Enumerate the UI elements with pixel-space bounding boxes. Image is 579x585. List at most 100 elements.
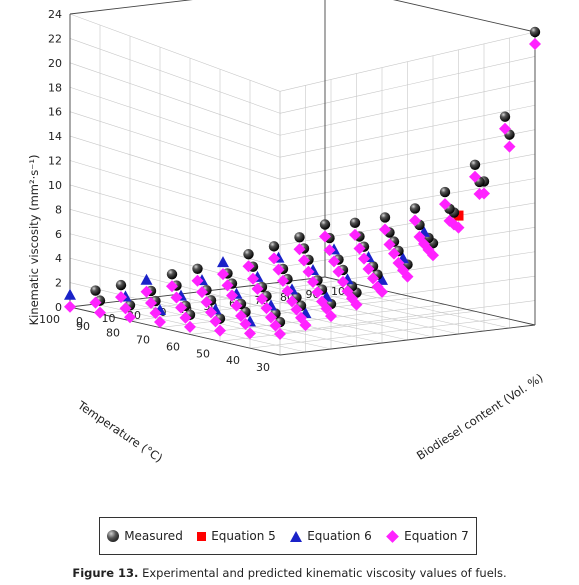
equation-7-marker <box>503 140 516 153</box>
equation-7-marker <box>323 244 336 257</box>
equation-7-marker <box>307 275 319 288</box>
equation-7-marker <box>353 242 366 255</box>
legend-item-measured: Measured <box>107 529 183 543</box>
back-wall-gridline <box>279 153 536 202</box>
back-wall-gridline <box>279 56 536 114</box>
equation-7-marker <box>298 254 310 267</box>
equation-7-marker <box>89 296 102 309</box>
equation-7-marker <box>175 301 187 314</box>
x-tick-label: 60 <box>166 340 180 353</box>
legend-item-equation-6: Equation 6 <box>290 529 372 543</box>
equation-7-marker <box>379 223 391 236</box>
equation-7-marker <box>170 291 183 304</box>
equation-7-marker <box>413 230 426 243</box>
figure-caption-text: Experimental and predicted kinematic vis… <box>142 566 507 580</box>
back-wall-gridline <box>279 31 536 92</box>
z-tick-label: 0 <box>55 301 62 314</box>
measured-marker <box>439 186 451 198</box>
equation-7-marker <box>251 282 264 295</box>
equation-5-marker <box>453 210 464 221</box>
measured-marker <box>192 263 203 275</box>
equation-7-marker <box>443 214 456 227</box>
back-wall-gridline <box>279 80 536 136</box>
triangle-marker-icon <box>290 530 303 542</box>
legend-label-measured: Measured <box>124 529 183 543</box>
equation-7-marker <box>209 315 222 328</box>
equation-7-marker <box>269 319 282 332</box>
equation-7-marker <box>124 311 136 324</box>
side-wall-gridline <box>69 135 281 202</box>
equation-7-marker <box>469 170 481 183</box>
equation-7-marker <box>358 252 370 265</box>
measured-marker <box>294 232 305 243</box>
equation-7-marker <box>367 272 379 285</box>
equation-7-marker <box>260 302 273 315</box>
side-wall-gridline <box>69 62 281 136</box>
equation-7-marker <box>332 265 345 278</box>
back-wall-gridline <box>279 129 536 180</box>
equation-7-marker <box>205 306 217 319</box>
z-tick-label: 4 <box>55 252 62 265</box>
equation-7-marker <box>268 252 280 265</box>
measured-marker <box>319 219 331 230</box>
equation-7-marker <box>239 318 252 331</box>
equation-7-marker <box>341 285 354 298</box>
diamond-marker-icon <box>386 529 400 543</box>
equation-7-marker <box>226 289 238 302</box>
equation-7-marker <box>242 260 255 273</box>
z-tick-label: 16 <box>48 106 62 119</box>
z-axis-label: Kinematic viscosity (mm²·s⁻¹) <box>27 155 41 326</box>
x-tick-label: 40 <box>226 354 240 367</box>
legend-label-equation-5: Equation 5 <box>211 529 276 543</box>
equation-7-marker <box>274 328 286 341</box>
legend-item-equation-7: Equation 7 <box>386 529 469 543</box>
equation-7-marker <box>473 187 486 200</box>
z-tick-label: 18 <box>48 81 62 94</box>
side-wall-gridline <box>69 233 281 290</box>
measured-marker <box>268 241 280 252</box>
equation-7-marker <box>196 286 208 299</box>
equation-7-marker <box>293 243 306 256</box>
z-tick-label: 10 <box>48 179 62 192</box>
equation-7-marker <box>214 324 226 337</box>
equation-7-marker <box>383 238 396 251</box>
z-tick-label: 6 <box>55 228 62 241</box>
equation-6-marker <box>376 273 388 285</box>
side-wall-gridline <box>69 38 281 114</box>
box-edge <box>69 306 281 356</box>
equation-7-marker <box>119 302 132 315</box>
side-wall-gridline <box>69 13 281 92</box>
back-wall-gridline <box>279 178 536 224</box>
box-edge <box>279 324 536 356</box>
measured-marker <box>90 285 101 296</box>
measured-marker <box>499 111 511 122</box>
equation-7-marker <box>140 285 153 298</box>
equation-7-marker <box>166 280 178 293</box>
x-tick-label: 90 <box>76 320 90 333</box>
legend-label-equation-7: Equation 7 <box>404 529 469 543</box>
x-tick-label: 30 <box>256 361 270 374</box>
box-edge <box>392 0 536 33</box>
figure-number: Figure 13. <box>72 566 139 580</box>
floor-gridline <box>248 285 459 335</box>
z-tick-label: 8 <box>55 203 62 216</box>
equation-6-marker <box>64 288 76 300</box>
side-wall-gridline <box>69 184 281 246</box>
x-axis-label: Temperature (°C) <box>74 398 165 466</box>
measured-marker <box>166 269 178 280</box>
box-edge <box>69 0 193 15</box>
floor-gridline <box>273 282 485 332</box>
side-wall-gridline <box>69 111 281 180</box>
equation-7-marker <box>349 228 361 241</box>
equation-7-marker <box>311 286 324 299</box>
figure-caption: Figure 13. Experimental and predicted ki… <box>0 566 579 580</box>
equation-7-marker <box>316 295 328 308</box>
equation-7-marker <box>94 306 106 319</box>
equation-7-marker <box>371 280 384 293</box>
equation-7-marker <box>149 307 162 320</box>
z-tick-label: 14 <box>48 130 62 143</box>
back-wall-gridline <box>279 227 536 268</box>
equation-7-marker <box>281 285 294 298</box>
